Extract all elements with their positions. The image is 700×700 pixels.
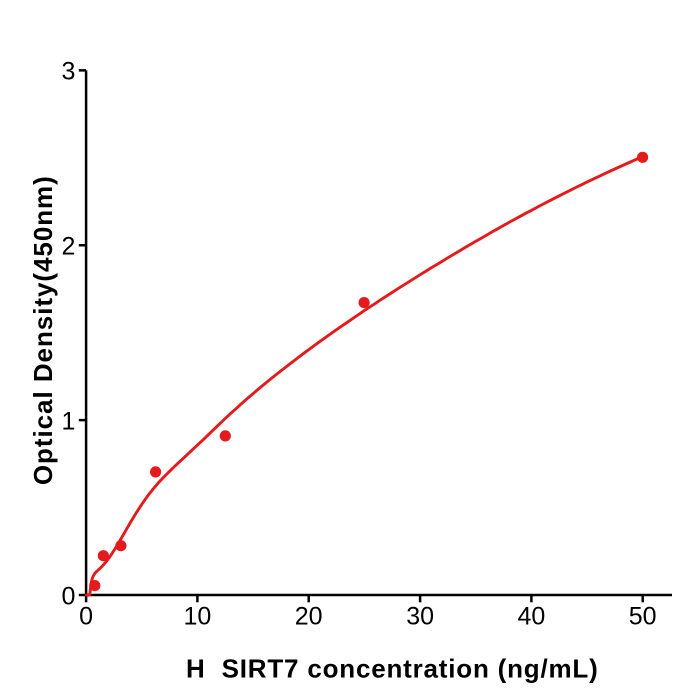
svg-text:Optical Density(450nm): Optical Density(450nm) (28, 175, 58, 485)
svg-text:1: 1 (61, 408, 75, 436)
svg-text:3: 3 (61, 58, 75, 86)
svg-text:20: 20 (295, 602, 323, 630)
svg-text:40: 40 (517, 602, 545, 630)
svg-text:H SIRT7 concentration (ng/mL): H SIRT7 concentration (ng/mL) (186, 653, 599, 683)
svg-text:50: 50 (629, 602, 657, 630)
svg-text:2: 2 (61, 233, 75, 261)
svg-text:10: 10 (183, 602, 211, 630)
svg-text:0: 0 (79, 602, 93, 630)
svg-text:30: 30 (406, 602, 434, 630)
svg-text:0: 0 (61, 582, 75, 610)
